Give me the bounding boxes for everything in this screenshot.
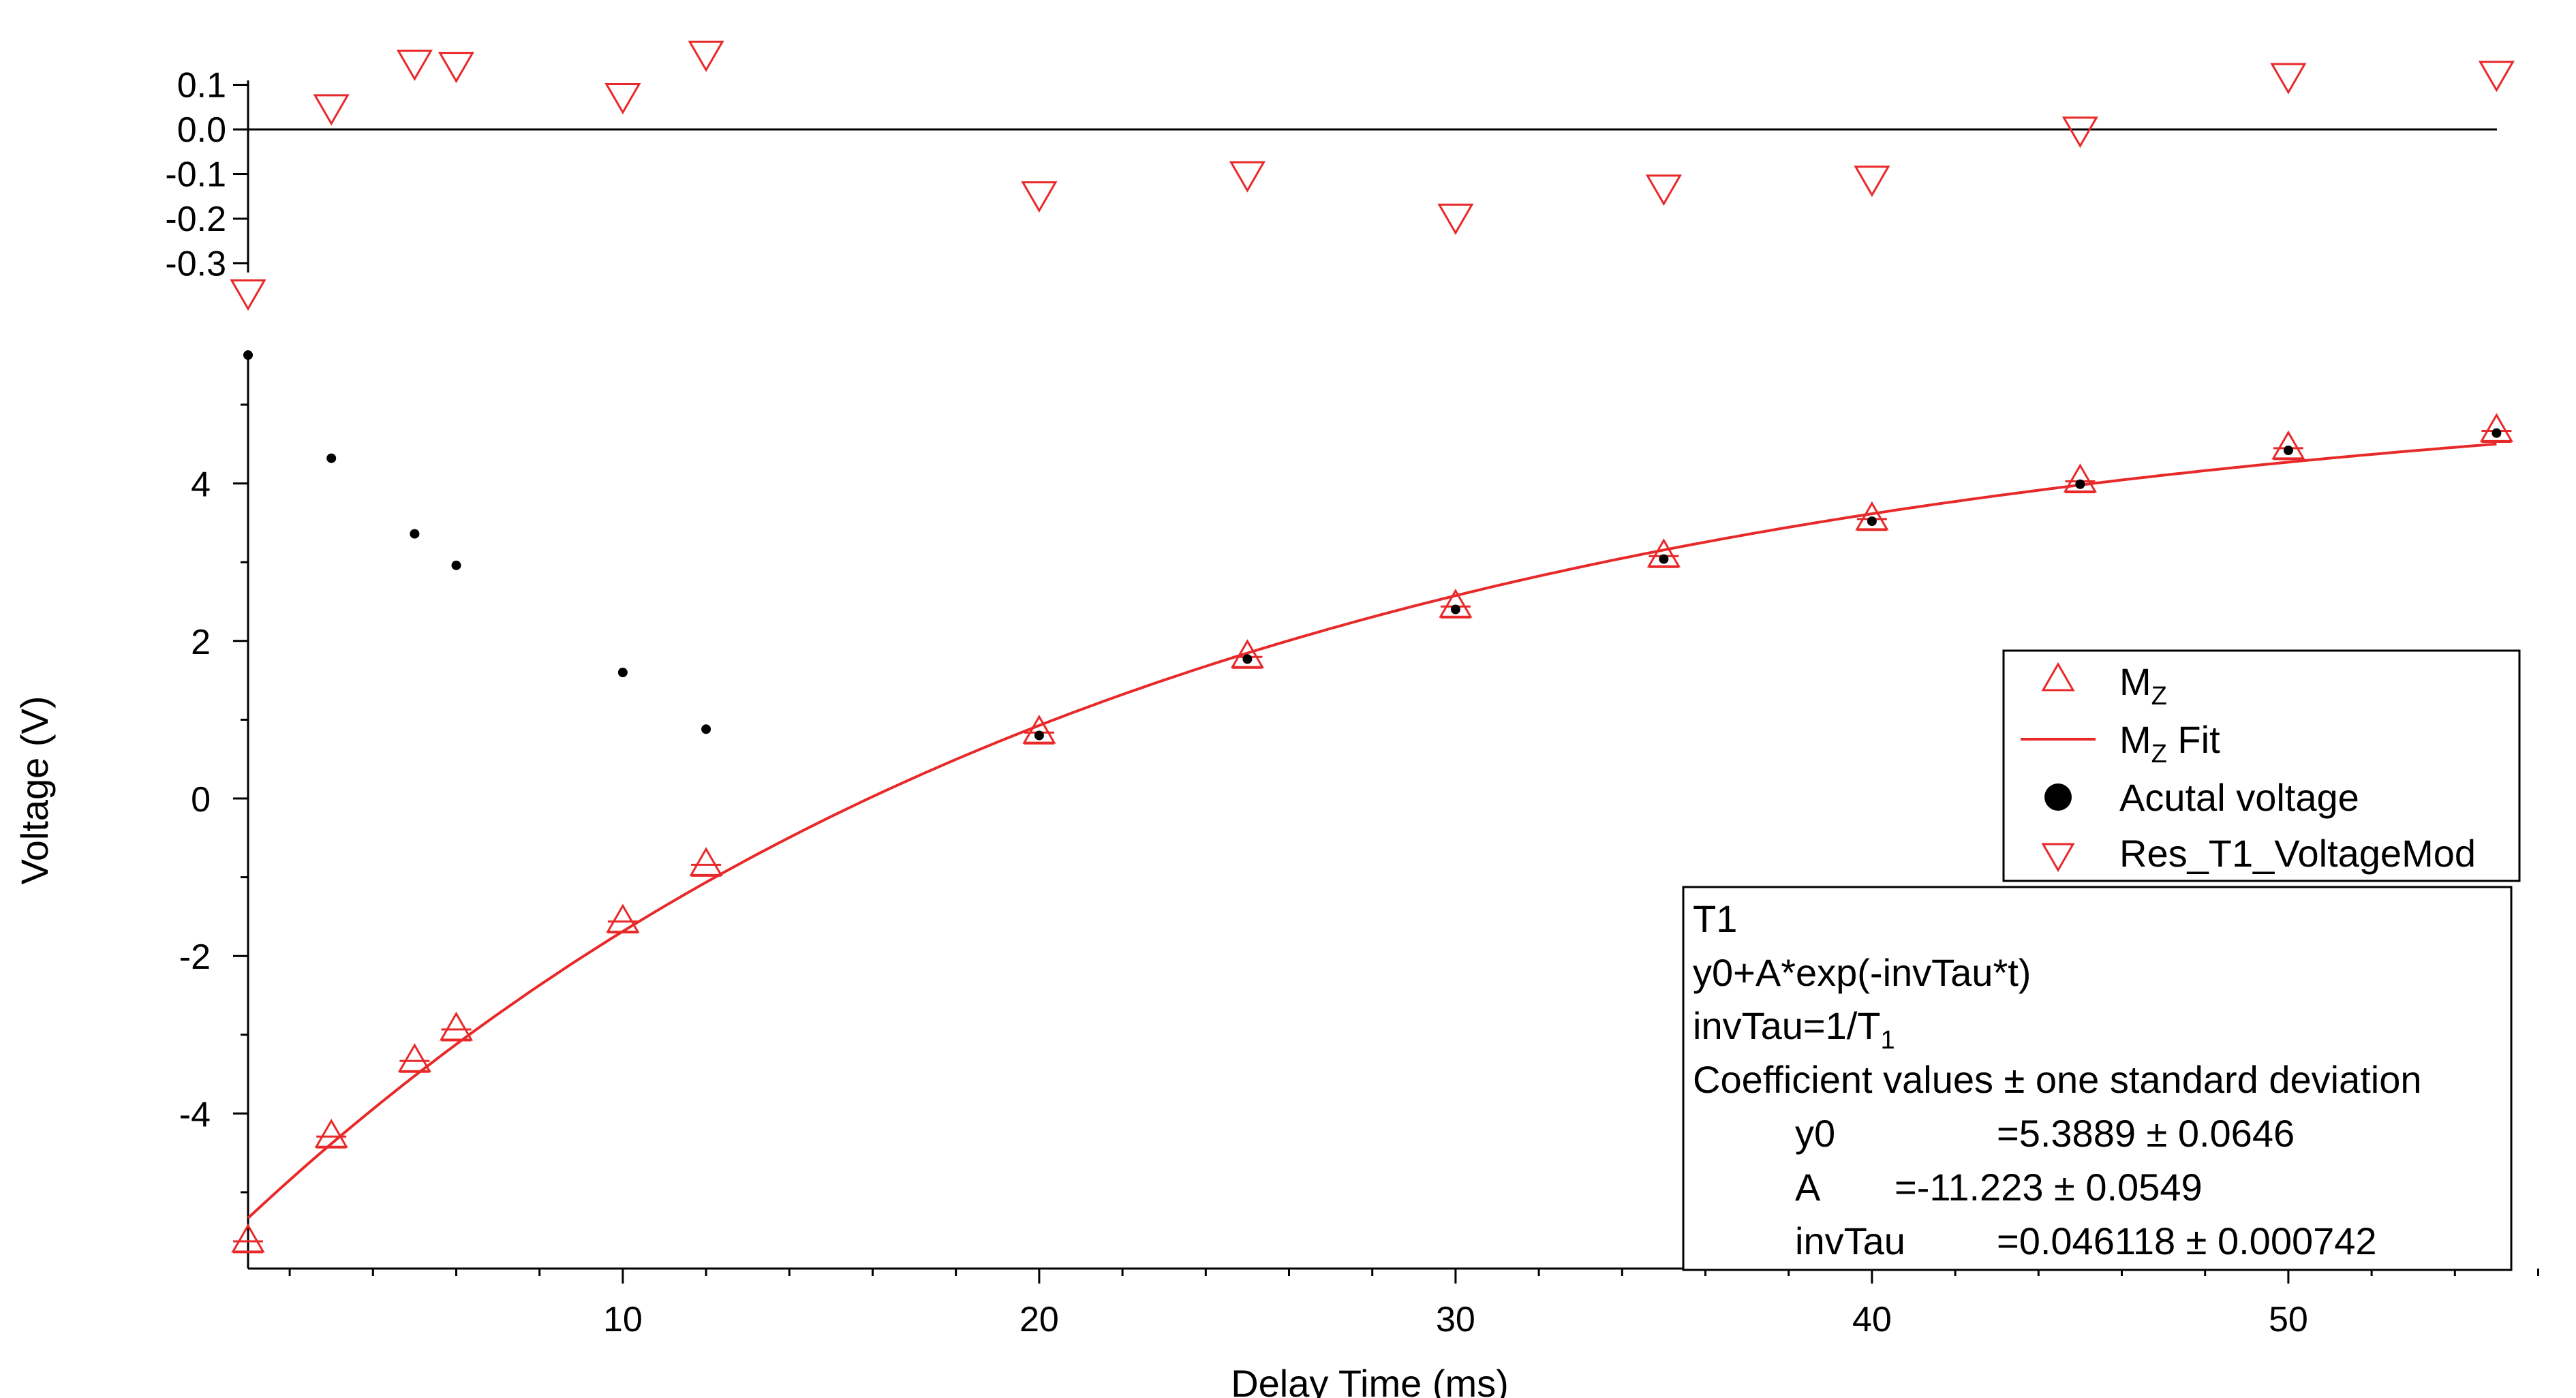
- fit-coef-value: =-11.223 ± 0.0549: [1895, 1166, 2203, 1209]
- fit-results-box: T1 y0+A*exp(-invTau*t) invTau=1/T1 Coeff…: [1682, 886, 2513, 1271]
- x-tick-label: 10: [603, 1300, 643, 1339]
- legend-residual-marker: [2041, 843, 2075, 873]
- residual-tick-label: -0.3: [165, 245, 226, 284]
- legend-frame: [2002, 649, 2521, 882]
- actual-voltage-point: [1034, 730, 1044, 741]
- mz-point: [314, 1119, 348, 1149]
- fit-definition-text: invTau=1/T: [1693, 1004, 1881, 1047]
- axis-titles: Delay Time (ms) Voltage (V): [13, 696, 1509, 1398]
- x-tick-label: 30: [1436, 1300, 1475, 1339]
- x-tick-label: 40: [1852, 1300, 1892, 1339]
- fit-equation: y0+A*exp(-invTau*t): [1693, 951, 2031, 994]
- actual-voltage-point: [1242, 654, 1253, 664]
- fit-definition: invTau=1/T1: [1693, 1004, 1895, 1055]
- residual-point: [688, 40, 724, 72]
- y-tick-label: 0: [191, 780, 211, 820]
- mz-point: [606, 903, 640, 934]
- residual-point: [2478, 61, 2515, 93]
- fit-coef-value: =0.046118 ± 0.000742: [1997, 1220, 2377, 1262]
- legend-actual-label: Acutal voltage: [2119, 776, 2359, 819]
- mz-marker: [689, 847, 723, 876]
- residual-point: [438, 52, 475, 84]
- fit-coef-name: invTau: [1795, 1220, 1905, 1262]
- fit-title: T1: [1693, 897, 1737, 940]
- mz-point: [397, 1043, 431, 1073]
- actual-voltage-point: [1450, 604, 1460, 615]
- actual-voltage-point: [451, 560, 461, 570]
- actual-voltage-point: [2283, 446, 2293, 456]
- main-plot-panel: -4 -2 0 2 4 10 20 30 40 50: [179, 350, 2539, 1339]
- residual-point: [313, 94, 350, 126]
- actual-voltage-point: [617, 668, 628, 678]
- actual-voltage-point: [2075, 479, 2085, 489]
- legend-fit-label: MZ Fit: [2119, 718, 2220, 768]
- legend-mz-marker: [2041, 662, 2075, 692]
- fit-coef-name: A: [1795, 1166, 1821, 1209]
- fit-coefficients: y0 =5.3889 ± 0.0646 A =-11.223 ± 0.0549 invT…: [1795, 1112, 2377, 1262]
- y-axis-title: Voltage (V): [13, 696, 56, 884]
- actual-voltage-point: [1659, 554, 1669, 564]
- residual-point: [1645, 174, 1682, 206]
- mz-point: [689, 847, 723, 877]
- legend-residual-label: Res_T1_VoltageMod: [2119, 832, 2476, 875]
- y-tick-label: 2: [191, 623, 211, 662]
- fit-coef-header: Coefficient values ± one standard deviat…: [1693, 1058, 2422, 1101]
- legend-mz-label: MZ: [2119, 660, 2167, 711]
- x-tick-label: 20: [1019, 1300, 1059, 1339]
- residual-tick-label: -0.1: [165, 155, 226, 195]
- fit-coef-value: =5.3889 ± 0.0646: [1997, 1112, 2295, 1155]
- y-tick-label: -2: [179, 937, 211, 977]
- residual-tick-label: 0.1: [177, 66, 226, 106]
- actual-voltage-point: [326, 453, 337, 463]
- mz-point: [231, 1223, 265, 1254]
- fit-coef-name: y0: [1795, 1112, 1835, 1155]
- residual-point: [2061, 117, 2098, 149]
- fit-results-frame: [1682, 886, 2513, 1271]
- actual-voltage-point: [2491, 428, 2502, 438]
- actual-voltage-point: [243, 350, 253, 360]
- x-tick-label: 50: [2269, 1300, 2308, 1339]
- y-tick-label: 4: [191, 465, 211, 505]
- residual-point: [1854, 166, 1890, 198]
- residual-point: [396, 49, 433, 81]
- actual-voltage-point: [410, 529, 420, 539]
- legend-actual-marker: [2044, 783, 2072, 811]
- residual-point: [604, 82, 641, 115]
- mz-marker: [606, 903, 640, 933]
- residual-point: [1021, 181, 1058, 213]
- legend: MZ MZ Fit Acutal voltage Res_T1_VoltageMod: [2002, 649, 2521, 882]
- actual-voltage-point: [1867, 516, 1877, 527]
- y-tick-label: -4: [179, 1095, 211, 1134]
- x-axis-title: Delay Time (ms): [1231, 1362, 1509, 1398]
- residual-tick-label: -0.2: [165, 200, 226, 239]
- residual-point: [2270, 63, 2307, 95]
- actual-voltage-point: [701, 724, 711, 734]
- mz-point: [439, 1011, 474, 1042]
- residual-tick-label: 0.0: [177, 110, 226, 150]
- fit-definition-subscript: 1: [1881, 1026, 1895, 1055]
- residual-panel: 0.10.0 -0.1 -0.2 -0.3: [165, 40, 2515, 311]
- residual-point: [1437, 203, 1474, 235]
- residual-point: [230, 279, 266, 311]
- residual-point: [1229, 161, 1266, 193]
